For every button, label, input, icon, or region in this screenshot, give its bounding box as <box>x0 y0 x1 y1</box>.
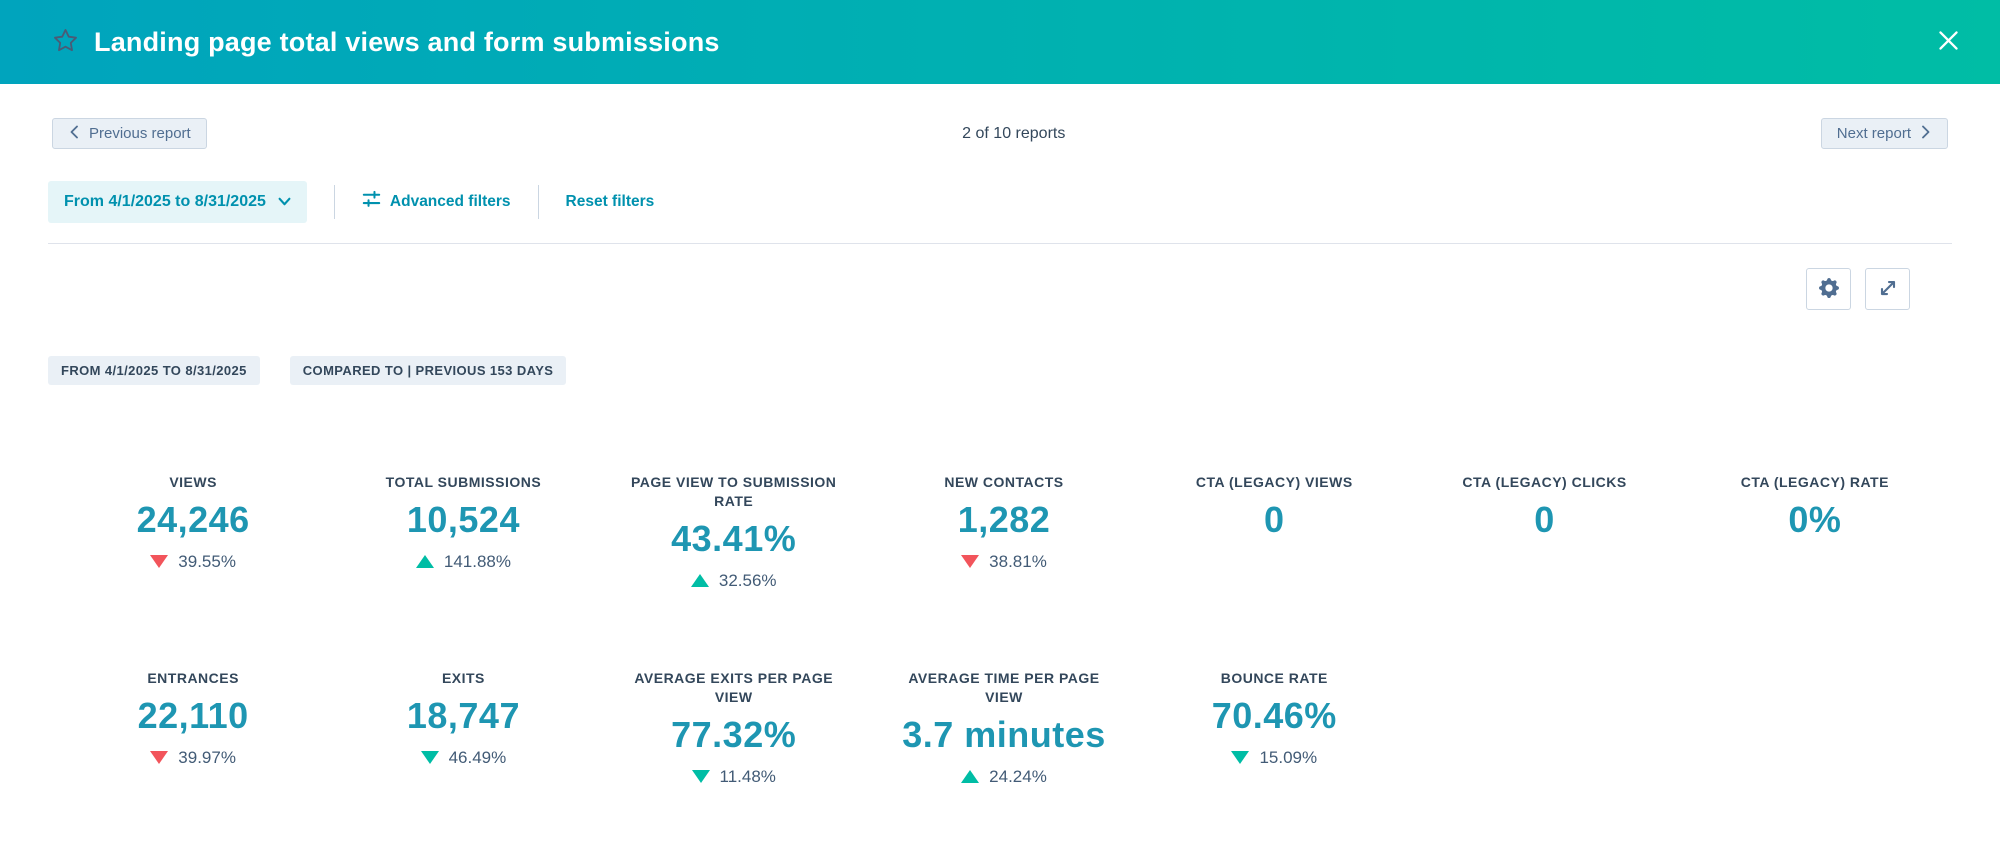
metric-card-total-submissions: TOTAL SUBMISSIONS 10,524 141.88% <box>328 473 598 669</box>
gear-icon <box>1818 277 1839 301</box>
report-settings-button[interactable] <box>1806 268 1851 310</box>
change-percent: 32.56% <box>718 570 777 590</box>
chevron-right-icon <box>1920 125 1932 143</box>
change-percent: 39.97% <box>178 747 236 767</box>
metric-value: 18,747 <box>406 694 520 736</box>
previous-report-button[interactable]: Previous report <box>52 118 207 149</box>
chevron-left-icon <box>68 125 80 143</box>
report-position-text: 2 of 10 reports <box>962 124 1066 142</box>
metric-card-cta-legacy-rate: CTA (LEGACY) RATE 0% <box>1680 473 1950 669</box>
metric-change: 15.09% <box>1231 748 1317 768</box>
chevron-down-icon <box>278 193 291 211</box>
trend-up-icon <box>961 770 980 784</box>
metric-label: TOTAL SUBMISSIONS <box>385 474 542 490</box>
metric-label: EXITS <box>441 670 485 686</box>
metrics-row-2: ENTRANCES 22,110 39.97% EXITS 18,747 46.… <box>58 669 1950 787</box>
metric-card-cta-legacy-clicks: CTA (LEGACY) CLICKS 0 <box>1409 473 1679 669</box>
expand-fullscreen-button[interactable] <box>1865 268 1910 310</box>
report-toolbar <box>0 268 1910 310</box>
change-percent: 38.81% <box>989 551 1047 571</box>
change-percent: 15.09% <box>1259 747 1318 767</box>
metric-value: 77.32% <box>671 713 797 755</box>
modal-titlebar: Landing page total views and form submis… <box>0 0 2000 84</box>
close-icon <box>1937 29 1960 55</box>
metric-change: 141.88% <box>415 551 511 572</box>
trend-up-icon <box>690 574 709 588</box>
metric-value: 70.46% <box>1211 694 1337 736</box>
metric-change: 11.48% <box>691 766 776 787</box>
expand-arrows-icon <box>1878 278 1898 301</box>
report-nav-row: Previous report 2 of 10 reports Next rep… <box>52 118 1948 149</box>
trend-down-icon <box>150 751 169 765</box>
change-percent: 141.88% <box>443 551 511 571</box>
star-icon <box>52 27 79 57</box>
metric-label: BOUNCE RATE <box>1220 670 1328 686</box>
trend-down-icon <box>1231 751 1250 765</box>
metric-label: AVERAGE TIME PER PAGE VIEW <box>908 670 1100 705</box>
metric-label: CTA (LEGACY) CLICKS <box>1462 474 1627 490</box>
advanced-filters-button[interactable]: Advanced filters <box>362 190 511 214</box>
metric-value: 24,246 <box>136 498 250 540</box>
metric-change: 24.24% <box>961 767 1047 787</box>
metric-card-new-contacts: NEW CONTACTS 1,282 38.81% <box>869 473 1139 669</box>
metric-card-exits: EXITS 18,747 46.49% <box>328 669 598 787</box>
change-percent: 46.49% <box>448 747 507 767</box>
trend-up-icon <box>415 555 434 569</box>
metrics-row-1: VIEWS 24,246 39.55% TOTAL SUBMISSIONS 10… <box>58 473 1950 669</box>
metric-label: AVERAGE EXITS PER PAGE VIEW <box>634 670 834 705</box>
date-range-label: From 4/1/2025 to 8/31/2025 <box>64 193 266 210</box>
metric-label: CTA (LEGACY) VIEWS <box>1195 474 1353 490</box>
metric-label: NEW CONTACTS <box>944 474 1064 490</box>
date-range-badge: FROM 4/1/2025 TO 8/31/2025 <box>48 356 260 385</box>
metric-value: 22,110 <box>137 694 249 736</box>
metric-card-bounce-rate: BOUNCE RATE 70.46% 15.09% <box>1139 669 1409 787</box>
reset-filters-button[interactable]: Reset filters <box>566 193 655 211</box>
comparison-badge: COMPARED TO | PREVIOUS 153 DAYS <box>289 356 567 385</box>
comparison-badges: FROM 4/1/2025 TO 8/31/2025 COMPARED TO |… <box>48 356 2000 385</box>
metric-value: 1,282 <box>957 498 1051 540</box>
page-title: Landing page total views and form submis… <box>94 26 720 57</box>
metric-value: 0 <box>1534 498 1555 540</box>
advanced-filters-label: Advanced filters <box>389 193 511 210</box>
next-report-button[interactable]: Next report <box>1820 118 1948 149</box>
metric-label: PAGE VIEW TO SUBMISSION RATE <box>630 474 837 509</box>
trend-down-icon <box>420 751 439 765</box>
metric-change: 38.81% <box>961 552 1047 572</box>
metric-card-views: VIEWS 24,246 39.55% <box>58 473 328 669</box>
sliders-icon <box>362 190 381 214</box>
metric-value: 10,524 <box>406 498 520 540</box>
trend-down-icon <box>150 555 169 569</box>
horizontal-divider <box>48 243 1952 244</box>
change-percent: 39.55% <box>178 551 236 571</box>
metric-value: 0 <box>1264 498 1285 540</box>
metric-card-page-view-to-submission-rate: PAGE VIEW TO SUBMISSION RATE 43.41% 32.5… <box>599 473 869 669</box>
metric-label: CTA (LEGACY) RATE <box>1740 474 1889 490</box>
metric-card-entrances: ENTRANCES 22,110 39.97% <box>58 669 328 787</box>
next-report-label: Next report <box>1836 125 1911 142</box>
metric-label: ENTRANCES <box>147 670 239 686</box>
date-range-dropdown[interactable]: From 4/1/2025 to 8/31/2025 <box>48 181 307 223</box>
favorite-star-button[interactable] <box>48 25 82 59</box>
metric-change: 39.97% <box>150 748 236 768</box>
metric-card-average-exits-per-page-view: AVERAGE EXITS PER PAGE VIEW 77.32% 11.48… <box>599 669 869 787</box>
vertical-divider <box>537 185 539 219</box>
metric-label: VIEWS <box>169 474 217 490</box>
vertical-divider <box>333 185 335 219</box>
reset-filters-label: Reset filters <box>565 193 655 210</box>
change-percent: 11.48% <box>719 766 776 786</box>
metric-value: 43.41% <box>671 517 797 559</box>
metric-value: 0% <box>1788 498 1842 540</box>
previous-report-label: Previous report <box>89 125 191 142</box>
trend-down-icon <box>691 770 710 784</box>
trend-down-icon <box>961 555 980 569</box>
metric-card-average-time-per-page-view: AVERAGE TIME PER PAGE VIEW 3.7 minutes 2… <box>869 669 1139 787</box>
metric-change: 32.56% <box>690 570 777 591</box>
change-percent: 24.24% <box>989 766 1047 786</box>
filter-row: From 4/1/2025 to 8/31/2025 Advanced filt… <box>48 181 1952 223</box>
metric-change: 39.55% <box>150 552 236 572</box>
close-button[interactable] <box>1926 20 1970 64</box>
metric-change: 46.49% <box>420 747 507 768</box>
metric-card-cta-legacy-views: CTA (LEGACY) VIEWS 0 <box>1139 473 1409 669</box>
metric-value: 3.7 minutes <box>902 713 1106 755</box>
